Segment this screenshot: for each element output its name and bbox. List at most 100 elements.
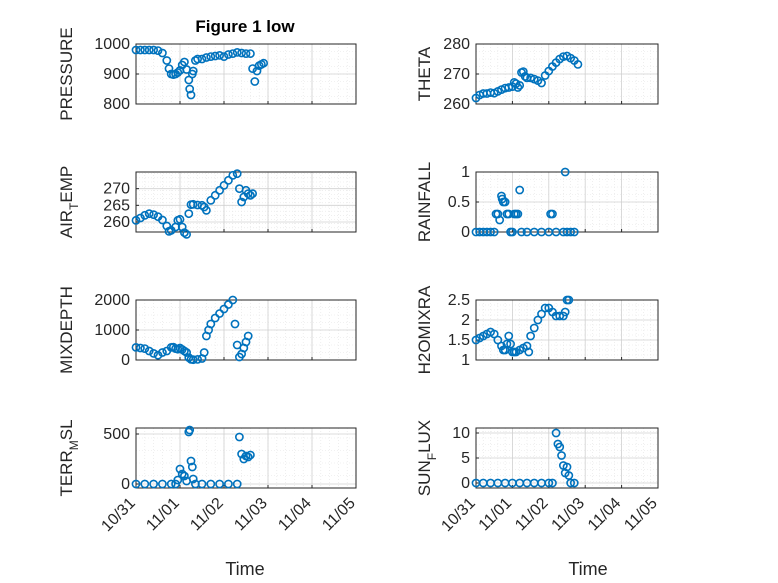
data-point — [237, 197, 246, 207]
xlabel-right: Time — [568, 559, 607, 579]
data-point — [164, 64, 174, 73]
data-point — [513, 83, 523, 92]
ytick-label: 270 — [103, 181, 130, 198]
ytick-label: 10 — [452, 425, 470, 442]
data-point — [517, 227, 526, 237]
data-point — [228, 295, 238, 305]
axes-box — [475, 299, 659, 361]
ytick-label: 0 — [461, 475, 470, 492]
data-point — [144, 209, 154, 219]
data-point — [548, 209, 557, 219]
data-point — [188, 355, 198, 365]
data-point — [188, 199, 198, 209]
ytick-label: 500 — [103, 426, 130, 443]
data-point — [210, 51, 220, 61]
panel-terr-msl: 0 500 TERRMSL 10/31 11/01 11/02 11/03 11/04 11/0… — [57, 419, 359, 535]
data-point — [185, 425, 195, 435]
data-point — [182, 348, 191, 357]
data-point — [153, 350, 163, 360]
data-point — [243, 331, 253, 341]
xtick-label: 11/04 — [585, 495, 625, 535]
data-point — [187, 462, 197, 472]
data-point — [215, 185, 224, 195]
ylabel: SUNFLUX — [415, 420, 439, 496]
data-point — [526, 331, 535, 341]
data-point — [245, 49, 255, 58]
data-point — [179, 471, 189, 481]
data-point — [131, 479, 141, 489]
data-point — [232, 48, 242, 57]
data-point — [193, 54, 202, 64]
data-point — [248, 189, 257, 199]
data-point — [199, 348, 209, 357]
data-point — [223, 300, 233, 309]
data-point — [504, 331, 514, 341]
ytick-label: 0 — [121, 352, 130, 369]
data-point — [131, 45, 141, 55]
data-point — [219, 180, 229, 190]
data-point — [201, 205, 211, 215]
data-point — [179, 228, 189, 238]
data-point — [230, 319, 240, 329]
data-point — [149, 479, 158, 489]
data-point — [250, 77, 260, 86]
data-point — [184, 353, 194, 362]
ylabel: AIRTEMP — [57, 166, 81, 239]
ytick-label: 2000 — [94, 292, 130, 309]
ytick-label: 900 — [103, 66, 130, 83]
data-point — [540, 303, 550, 313]
data-point — [188, 474, 198, 484]
data-point — [131, 342, 141, 352]
ytick-label: 0 — [461, 224, 470, 241]
data-point — [555, 311, 565, 321]
data-point — [566, 478, 576, 488]
ytick-label: 1000 — [94, 36, 130, 53]
ytick-label: 280 — [443, 36, 470, 53]
ylabel: RAINFALL — [415, 162, 434, 242]
data-point — [197, 54, 207, 64]
data-point — [513, 209, 523, 219]
data-point — [508, 227, 517, 237]
ytick-label: 5 — [461, 450, 470, 467]
data-point — [144, 45, 154, 55]
data-point — [259, 58, 268, 68]
data-point — [144, 346, 154, 356]
data-point — [241, 49, 251, 58]
axes-box — [135, 427, 357, 489]
xtick-label: 10/31 — [98, 495, 138, 535]
data-point — [197, 200, 207, 210]
data-point — [188, 66, 198, 76]
ytick-label: 260 — [103, 214, 130, 231]
data-point — [506, 339, 515, 349]
data-point — [149, 210, 158, 220]
ylabel: TERRMSL — [57, 419, 81, 496]
panel-pressure: 800 900 1000 PRESSURE — [57, 27, 357, 121]
data-point — [166, 479, 176, 489]
data-point — [548, 478, 557, 488]
data-point — [569, 227, 579, 237]
xtick-label: 11/05 — [621, 495, 661, 535]
data-point — [210, 190, 220, 200]
data-point — [193, 354, 202, 364]
ytick-label: 1.5 — [448, 332, 470, 349]
figure-title: Figure 1 low — [195, 17, 295, 36]
data-point — [524, 347, 534, 357]
ytick-label: 265 — [103, 197, 130, 214]
data-point — [232, 169, 242, 179]
data-point — [223, 175, 233, 185]
data-point — [518, 67, 528, 76]
data-point — [210, 313, 220, 323]
ytick-label: 2.5 — [448, 292, 470, 309]
xtick-label: 11/02 — [187, 495, 227, 535]
xtick-label: 11/01 — [476, 495, 516, 535]
data-point — [219, 304, 229, 314]
data-point — [234, 432, 244, 442]
data-point — [140, 479, 150, 489]
data-point — [184, 209, 194, 219]
data-point — [489, 227, 499, 237]
data-point — [564, 295, 574, 305]
data-point — [206, 479, 216, 489]
data-point — [223, 479, 233, 489]
